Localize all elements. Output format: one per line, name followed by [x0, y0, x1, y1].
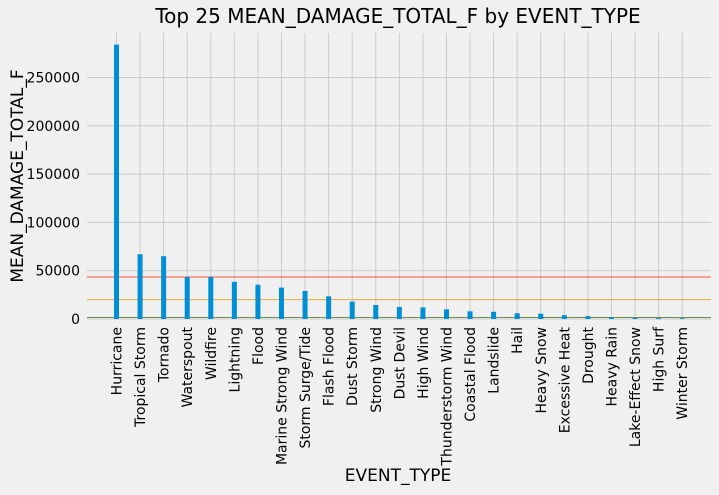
chart-title: Top 25 MEAN_DAMAGE_TOTAL_F by EVENT_TYPE: [154, 4, 640, 28]
bar: [326, 296, 332, 319]
bar: [184, 276, 190, 319]
bar: [161, 256, 167, 319]
x-tick-label: Storm Surge/Tide: [298, 327, 314, 449]
bar: [420, 307, 426, 319]
x-tick-label: Marine Strong Wind: [274, 327, 290, 465]
x-tick-label: Heavy Rain: [604, 327, 620, 407]
x-tick-label: Tropical Storm: [133, 327, 149, 428]
bar: [231, 281, 237, 319]
bar: [373, 304, 379, 319]
bar: [278, 287, 284, 319]
x-tick-label: High Surf: [652, 326, 668, 392]
x-tick-label: Dust Storm: [345, 327, 361, 406]
y-tick-label: 250000: [27, 70, 80, 86]
y-tick-label: 150000: [27, 167, 80, 183]
x-tick-label: Excessive Heat: [557, 326, 573, 433]
x-tick-label: Heavy Snow: [534, 327, 550, 414]
x-tick-labels: Hurricane Tropical Storm Tornado Waterspout…: [110, 326, 692, 467]
y-tick-label: 200000: [27, 119, 80, 135]
x-tick-label: Winter Storm: [675, 327, 691, 420]
bar: [302, 290, 308, 319]
x-tick-label: Strong Wind: [369, 327, 385, 413]
x-tick-label: Flash Flood: [322, 327, 338, 406]
x-axis-label: EVENT_TYPE: [345, 466, 451, 486]
x-tick-label: Thunderstorm Wind: [439, 327, 455, 467]
bar: [491, 311, 497, 319]
x-tick-label: Waterspout: [180, 326, 196, 407]
x-tick-label: Hurricane: [110, 327, 126, 395]
grid: [87, 33, 711, 320]
bar: [561, 315, 567, 319]
bar: [114, 44, 119, 319]
x-tick-label: Coastal Flood: [463, 327, 479, 422]
y-tick-label: 100000: [27, 215, 80, 231]
x-tick-label: Hail: [510, 327, 526, 354]
bar: [443, 309, 449, 319]
y-tick-label: 0: [71, 312, 80, 328]
bar: [538, 313, 544, 319]
x-tick-label: Tornado: [157, 327, 173, 383]
y-tick-label: 50000: [35, 264, 80, 280]
x-tick-label: Wildfire: [204, 327, 220, 380]
bar: [137, 254, 143, 319]
bar: [208, 276, 214, 319]
bar: [608, 317, 614, 319]
bar: [585, 316, 591, 319]
bar: [467, 311, 473, 319]
bars: [114, 44, 685, 319]
bar: [255, 284, 261, 319]
bar: [656, 318, 662, 319]
x-tick-label: Dust Devil: [392, 327, 408, 399]
x-tick-label: Flood: [251, 327, 267, 365]
x-tick-label: Lightning: [227, 327, 243, 392]
y-axis-label: MEAN_DAMAGE_TOTAL_F: [8, 69, 28, 282]
x-tick-label: High Wind: [416, 327, 432, 399]
x-tick-label: Lake-Effect Snow: [628, 327, 644, 447]
bar: [632, 317, 638, 319]
x-tick-label: Landslide: [487, 327, 503, 394]
y-tick-labels: 0 50000 100000 150000 200000 250000: [27, 70, 80, 328]
bar: [679, 318, 685, 319]
bar: [349, 301, 355, 319]
bar: [396, 306, 402, 319]
x-tick-label: Drought: [581, 326, 597, 383]
bar: [514, 313, 520, 319]
